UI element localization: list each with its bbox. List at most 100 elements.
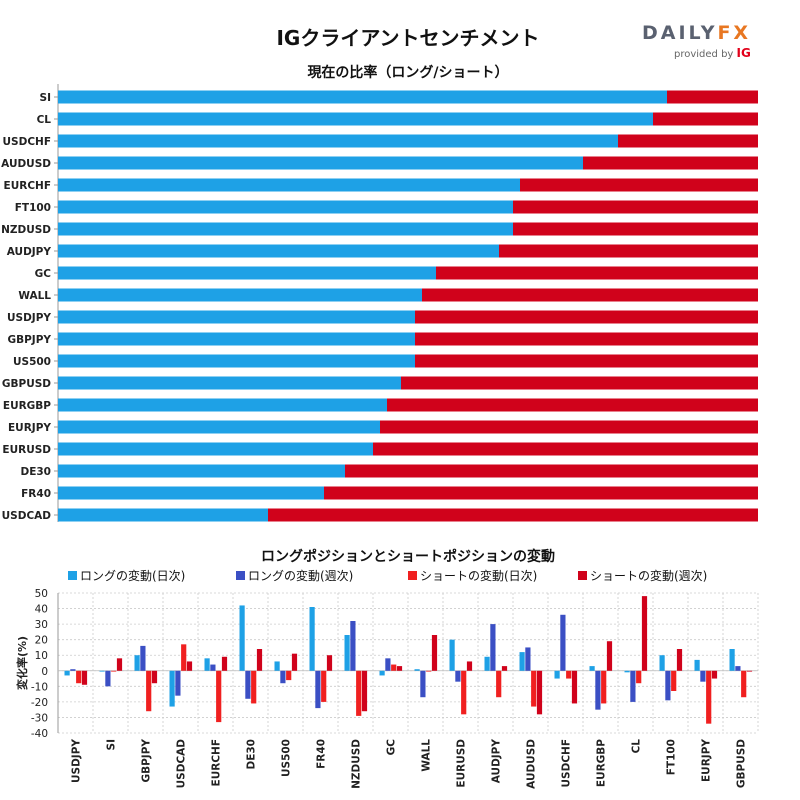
long-bar-usdcad <box>58 508 268 522</box>
change-y-tick-label: 40 <box>35 604 48 616</box>
change-bar-si-s1 <box>99 670 105 672</box>
change-bar-eurusd-s1 <box>449 639 455 671</box>
change-category-label: USDCHF <box>561 739 573 787</box>
change-bar-nzdusd-s1 <box>344 635 350 671</box>
change-y-tick-label: 0 <box>41 666 48 678</box>
change-category-label: GC <box>386 739 398 756</box>
change-chart-legend: ロングの変動(日次) ロングの変動(週次) ショートの変動(日次) ショートの変動(週… <box>64 567 764 583</box>
short-bar-usdchf <box>618 134 758 148</box>
legend-swatch <box>408 571 417 580</box>
change-category-label: AUDUSD <box>526 739 538 789</box>
change-bar-eurusd-s2 <box>455 670 461 682</box>
change-bar-cl-s4 <box>641 596 648 671</box>
change-bar-fr40-s4 <box>326 655 333 671</box>
logo-provided-by: provided by IG <box>674 46 751 60</box>
ratio-category-label: WALL <box>18 290 51 302</box>
change-bar-eurgbp-s1 <box>589 666 595 671</box>
ratio-category-label: US500 <box>13 356 51 368</box>
short-bar-gc <box>436 266 758 280</box>
change-bar-de30-s2 <box>245 670 251 699</box>
change-bar-gbpusd-s3 <box>741 670 747 698</box>
change-bar-de30-s1 <box>239 605 245 671</box>
change-bar-gbpjpy-s3 <box>146 670 152 712</box>
long-bar-audjpy <box>58 244 499 258</box>
legend-swatch <box>236 571 245 580</box>
change-category-label: EURCHF <box>211 739 223 786</box>
long-bar-audusd <box>58 156 583 170</box>
long-bar-gbpusd <box>58 376 401 390</box>
change-bar-usdcad-s3 <box>181 644 187 671</box>
change-bar-usdcad-s4 <box>186 661 193 671</box>
change-category-label: WALL <box>421 739 433 772</box>
change-bar-gbpjpy-s2 <box>140 645 146 671</box>
ig-logo: IG <box>736 46 751 60</box>
long-bar-eurgbp <box>58 398 387 412</box>
short-bar-audjpy <box>499 244 758 258</box>
long-bar-nzdusd <box>58 222 513 236</box>
change-bar-usdchf-s3 <box>566 670 572 679</box>
change-bar-ft100-s4 <box>676 649 683 671</box>
change-bar-ft100-s2 <box>665 670 671 701</box>
ratio-category-label: DE30 <box>20 466 51 478</box>
change-category-label: USDCAD <box>176 739 188 789</box>
change-bar-usdjpy-s4 <box>81 670 88 685</box>
long-bar-wall <box>58 288 422 302</box>
change-bar-gbpusd-s2 <box>735 666 741 671</box>
long-bar-ft100 <box>58 200 513 214</box>
change-y-axis-title: 変化率(%) <box>15 636 29 690</box>
ratio-category-label: SI <box>40 92 51 104</box>
change-bar-usdjpy-s2 <box>70 669 76 671</box>
logo-wordmark: DAILYFX <box>642 22 751 44</box>
ratio-category-label: GBPJPY <box>7 334 51 346</box>
change-category-label: SI <box>106 739 118 750</box>
legend-label: ロングの変動(週次) <box>248 569 354 583</box>
change-bar-de30-s4 <box>256 649 263 671</box>
short-bar-cl <box>653 112 758 126</box>
logo-daily: DAILY <box>642 22 718 44</box>
change-category-label: FR40 <box>316 739 328 769</box>
long-bar-fr40 <box>58 486 324 500</box>
long-bar-usdchf <box>58 134 618 148</box>
long-bar-cl <box>58 112 653 126</box>
change-bar-gc-s1 <box>379 670 385 676</box>
change-bar-cl-s1 <box>624 670 630 673</box>
change-bar-gc-s3 <box>391 664 397 671</box>
change-bar-si-s2 <box>105 670 111 687</box>
short-bar-eurchf <box>520 178 758 192</box>
change-bar-us500-s2 <box>280 670 286 684</box>
ratio-category-label: USDCAD <box>2 510 52 522</box>
change-bar-gc-s4 <box>396 666 403 671</box>
change-bar-audusd-s3 <box>531 670 537 707</box>
change-bar-cl-s3 <box>636 670 642 684</box>
ratio-category-label: AUDJPY <box>7 246 52 258</box>
change-bar-usdcad-s1 <box>169 670 175 707</box>
legend-swatch <box>578 571 587 580</box>
change-category-label: EURGBP <box>596 739 608 787</box>
change-bar-gbpusd-s1 <box>729 649 735 671</box>
change-category-label: GBPUSD <box>736 739 748 788</box>
change-y-tick-label: -20 <box>31 697 48 709</box>
long-bar-gbpjpy <box>58 332 415 346</box>
ratio-category-label: EURGBP <box>3 400 51 412</box>
change-bar-cl-s2 <box>630 670 636 702</box>
short-bar-eurgbp <box>387 398 758 412</box>
change-bar-gbpjpy-s4 <box>151 670 158 684</box>
change-bar-fr40-s2 <box>315 670 321 709</box>
short-bar-fr40 <box>324 486 758 500</box>
ratio-category-label: FT100 <box>15 202 51 214</box>
ratio-chart-title: 現在の比率（ロング/ショート） <box>307 65 509 81</box>
change-bar-nzdusd-s4 <box>361 670 368 712</box>
change-bar-usdcad-s2 <box>175 670 181 696</box>
change-bar-si-s4 <box>116 658 123 671</box>
long-bar-si <box>58 90 667 104</box>
short-bar-ft100 <box>513 200 758 214</box>
short-bar-usdcad <box>268 508 758 522</box>
ratio-category-label: GC <box>35 268 52 280</box>
short-bar-usdjpy <box>415 310 758 324</box>
change-y-tick-label: 50 <box>35 588 48 600</box>
change-bar-eurchf-s1 <box>204 658 210 671</box>
change-bar-audjpy-s1 <box>484 656 490 671</box>
change-y-tick-label: 20 <box>35 635 48 647</box>
change-category-label: FT100 <box>666 739 678 775</box>
short-bar-si <box>667 90 758 104</box>
